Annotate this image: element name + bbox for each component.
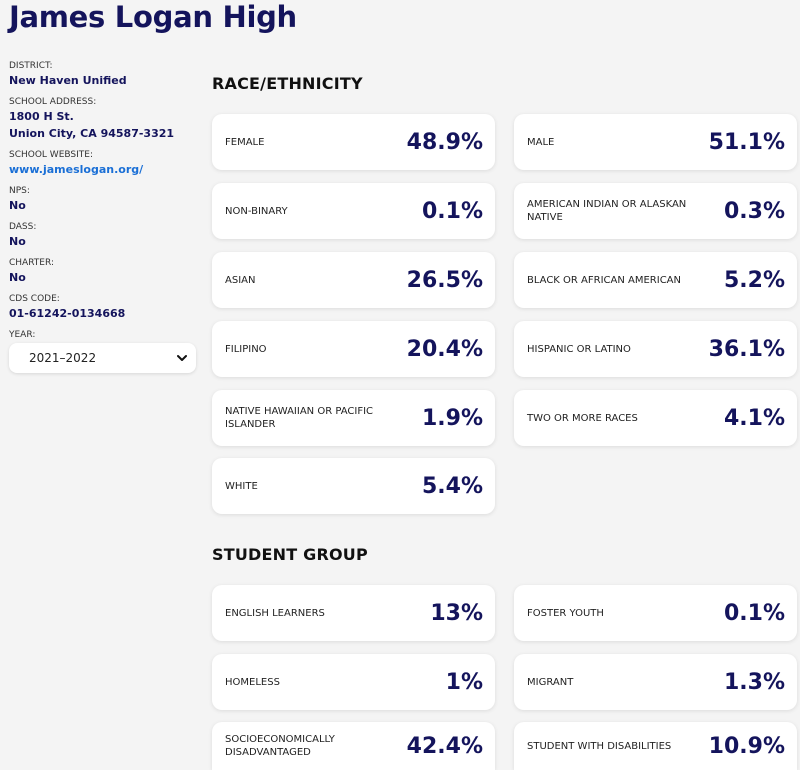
stat-card-socioeconomically-disadvantaged: SOCIOECONOMICALLY DISADVANTAGED 42.4%: [212, 722, 495, 770]
card-value: 5.2%: [723, 267, 785, 293]
chevron-down-icon: [177, 355, 187, 361]
card-value: 26.5%: [406, 267, 483, 293]
card-label: STUDENT WITH DISABILITIES: [527, 740, 672, 752]
card-label: AMERICAN INDIAN OR ALASKAN NATIVE: [527, 199, 687, 223]
card-value: 10.9%: [708, 733, 785, 759]
website-link[interactable]: www.jameslogan.org/: [9, 163, 144, 176]
card-label: FOSTER YOUTH: [527, 607, 604, 619]
card-value: 0.1%: [421, 198, 483, 224]
card-label: FEMALE: [225, 136, 265, 148]
stat-card-native-hawaiian: NATIVE HAWAIIAN OR PACIFIC ISLANDER 1.9%: [212, 390, 495, 446]
address-label: SCHOOL ADDRESS:: [9, 97, 97, 107]
card-value: 1%: [445, 669, 483, 695]
card-value: 48.9%: [406, 129, 483, 155]
district-label: DISTRICT:: [9, 61, 53, 71]
card-label: ASIAN: [225, 274, 256, 286]
card-value: 13%: [430, 600, 483, 626]
card-label: HISPANIC OR LATINO: [527, 343, 631, 355]
stat-card-two-or-more: TWO OR MORE RACES 4.1%: [514, 390, 797, 446]
address-line1: 1800 H St.: [9, 110, 74, 123]
card-label: HOMELESS: [225, 676, 280, 688]
nps-label: NPS:: [9, 186, 30, 196]
student-group-section-title: STUDENT GROUP: [212, 545, 368, 564]
stat-card-foster-youth: FOSTER YOUTH 0.1%: [514, 585, 797, 641]
card-value: 5.4%: [421, 473, 483, 499]
year-select[interactable]: 2021–2022: [9, 343, 196, 373]
card-label: NATIVE HAWAIIAN OR PACIFIC ISLANDER: [225, 406, 374, 430]
website-label: SCHOOL WEBSITE:: [9, 150, 93, 160]
stat-card-black: BLACK OR AFRICAN AMERICAN 5.2%: [514, 252, 797, 308]
card-label: BLACK OR AFRICAN AMERICAN: [527, 274, 682, 286]
cds-value: 01-61242-0134668: [9, 307, 126, 320]
stat-card-filipino: FILIPINO 20.4%: [212, 321, 495, 377]
card-value: 1.3%: [723, 669, 785, 695]
dass-label: DASS:: [9, 222, 37, 232]
stat-card-students-with-disabilities: STUDENT WITH DISABILITIES 10.9%: [514, 722, 797, 770]
race-section-title: RACE/ETHNICITY: [212, 74, 363, 93]
stat-card-american-indian: AMERICAN INDIAN OR ALASKAN NATIVE 0.3%: [514, 183, 797, 239]
stat-card-asian: ASIAN 26.5%: [212, 252, 495, 308]
card-label: MALE: [527, 136, 555, 148]
dass-value: No: [9, 235, 26, 248]
card-value: 4.1%: [723, 405, 785, 431]
card-label: WHITE: [225, 480, 258, 492]
card-label: SOCIOECONOMICALLY DISADVANTAGED: [225, 734, 335, 758]
school-info-sidebar: DISTRICT: New Haven Unified SCHOOL ADDRE…: [9, 60, 199, 373]
charter-label: CHARTER:: [9, 258, 54, 268]
stat-card-white: WHITE 5.4%: [212, 458, 495, 514]
stat-card-migrant: MIGRANT 1.3%: [514, 654, 797, 710]
school-name: James Logan High: [9, 0, 297, 34]
card-label: ENGLISH LEARNERS: [225, 607, 325, 619]
card-value: 20.4%: [406, 336, 483, 362]
card-label: NON-BINARY: [225, 205, 288, 217]
card-label: TWO OR MORE RACES: [527, 412, 638, 424]
nps-value: No: [9, 199, 26, 212]
card-label: FILIPINO: [225, 343, 267, 355]
stat-card-male: MALE 51.1%: [514, 114, 797, 170]
card-value: 1.9%: [421, 405, 483, 431]
district-value: New Haven Unified: [9, 74, 127, 87]
card-value: 51.1%: [708, 129, 785, 155]
card-value: 36.1%: [708, 336, 785, 362]
stat-card-homeless: HOMELESS 1%: [212, 654, 495, 710]
year-selected-value: 2021–2022: [29, 351, 97, 365]
card-value: 0.3%: [723, 198, 785, 224]
address-line2: Union City, CA 94587-3321: [9, 127, 175, 140]
stat-card-english-learners: ENGLISH LEARNERS 13%: [212, 585, 495, 641]
stat-card-non-binary: NON-BINARY 0.1%: [212, 183, 495, 239]
stat-card-female: FEMALE 48.9%: [212, 114, 495, 170]
card-value: 0.1%: [723, 600, 785, 626]
cds-label: CDS CODE:: [9, 294, 60, 304]
charter-value: No: [9, 271, 26, 284]
year-label: YEAR:: [9, 330, 36, 340]
card-label: MIGRANT: [527, 676, 574, 688]
card-value: 42.4%: [406, 733, 483, 759]
stat-card-hispanic: HISPANIC OR LATINO 36.1%: [514, 321, 797, 377]
